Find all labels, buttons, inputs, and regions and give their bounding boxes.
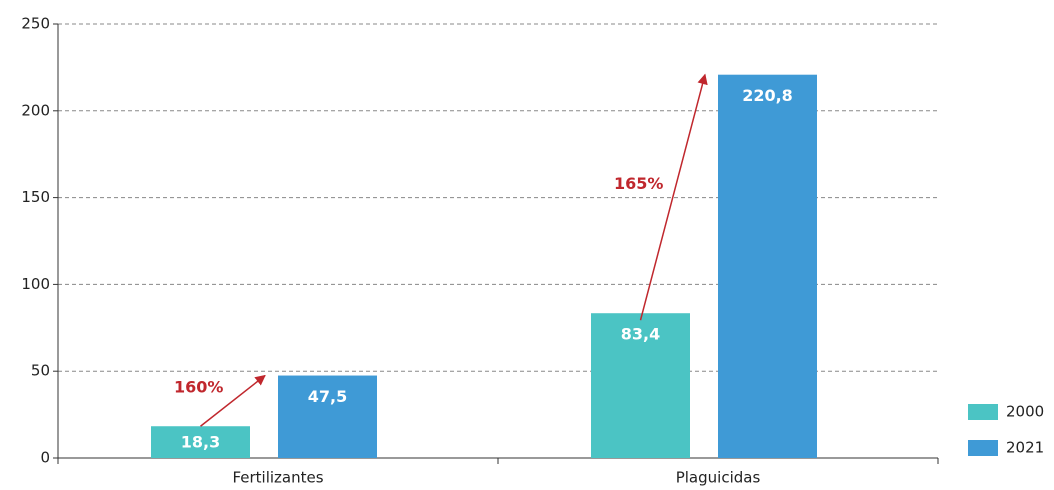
annotation: 160% <box>174 377 223 396</box>
bar <box>151 426 250 458</box>
y-tick-label: 200 <box>21 101 50 119</box>
y-tick-label: 0 <box>40 449 50 467</box>
bar <box>718 74 817 459</box>
value-label: 220,8 <box>742 86 793 105</box>
x-tick-label: Fertilizantes <box>232 469 323 487</box>
y-tick-label: 250 <box>21 15 50 33</box>
arrow <box>200 374 266 427</box>
bar <box>278 375 377 458</box>
value-label: 47,5 <box>308 387 347 406</box>
y-tick-label: 50 <box>31 362 50 380</box>
legend-swatch <box>968 440 998 456</box>
annotation: 165% <box>614 174 663 193</box>
legend-swatch <box>968 404 998 420</box>
y-tick-label: 100 <box>21 275 50 293</box>
bar <box>591 313 690 458</box>
y-tick-label: 150 <box>21 188 50 206</box>
arrow <box>639 73 708 321</box>
legend-label: 2021 <box>1006 439 1044 457</box>
value-label: 18,3 <box>181 433 220 452</box>
value-label: 83,4 <box>621 325 660 344</box>
legend-label: 2000 <box>1006 403 1044 421</box>
x-tick-label: Plaguicidas <box>676 469 761 487</box>
